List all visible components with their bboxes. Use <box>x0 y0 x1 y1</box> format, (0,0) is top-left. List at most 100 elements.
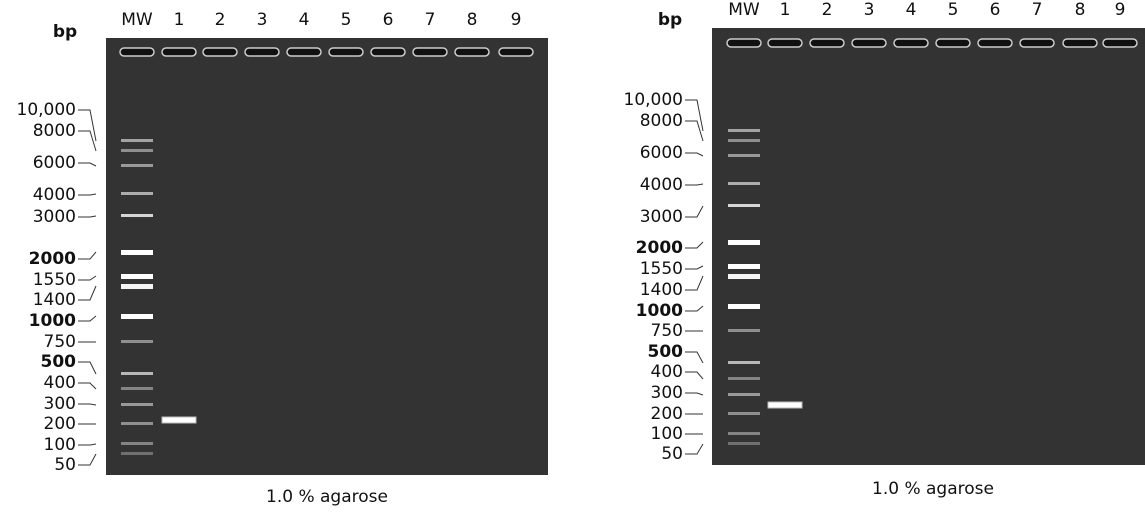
marker-band <box>121 387 153 390</box>
marker-label: 1550 <box>33 270 76 290</box>
leader-line <box>78 362 96 374</box>
well <box>245 48 279 56</box>
marker-label: 50 <box>54 455 76 475</box>
well <box>287 48 321 56</box>
lane-label: 8 <box>467 10 478 30</box>
leader-line <box>685 242 703 248</box>
leader-line <box>685 444 703 454</box>
lane-label: 7 <box>1032 0 1043 20</box>
lane-label: MW <box>728 0 760 20</box>
marker-band <box>121 403 153 406</box>
caption: 1.0 % agarose <box>266 487 388 507</box>
marker-band <box>121 192 153 195</box>
lane-label: 1 <box>780 0 791 20</box>
leader-line <box>78 216 96 217</box>
well <box>162 48 196 56</box>
marker-band <box>121 149 153 152</box>
leader-line <box>78 454 96 465</box>
leader-line <box>78 383 96 389</box>
leader-line <box>685 372 703 379</box>
marker-band <box>121 284 153 289</box>
marker-band <box>728 204 760 207</box>
sample-band <box>768 402 802 408</box>
leader-line <box>685 352 703 363</box>
marker-band <box>121 442 153 445</box>
leader-line <box>685 153 703 156</box>
lane-label: 9 <box>511 10 522 30</box>
marker-band <box>728 393 760 396</box>
marker-label: 3000 <box>33 207 76 227</box>
gel <box>106 38 548 475</box>
lane-label: 9 <box>1115 0 1126 20</box>
marker-band <box>728 377 760 380</box>
leader-line <box>78 194 96 195</box>
gel <box>712 28 1145 465</box>
leader-line <box>685 393 703 395</box>
marker-label: 200 <box>44 414 76 434</box>
marker-label: 6000 <box>33 153 76 173</box>
well <box>1063 39 1097 47</box>
lane-label: 4 <box>299 10 310 30</box>
lane-label: 5 <box>341 10 352 30</box>
marker-label: 1550 <box>640 259 683 279</box>
marker-label: 500 <box>41 352 77 372</box>
marker-label: 100 <box>44 435 76 455</box>
unit-label: bp <box>53 22 77 42</box>
leader-line <box>685 100 703 131</box>
well <box>120 48 154 56</box>
marker-label: 300 <box>44 394 76 414</box>
well <box>329 48 363 56</box>
marker-label: 1400 <box>33 290 76 310</box>
well <box>727 39 761 47</box>
marker-label: 8000 <box>640 111 683 131</box>
lane-label: 5 <box>948 0 959 20</box>
leader-line <box>78 252 96 259</box>
well <box>203 48 237 56</box>
marker-band <box>121 250 153 255</box>
well <box>1103 39 1137 47</box>
marker-band <box>121 214 153 217</box>
caption: 1.0 % agarose <box>872 479 994 499</box>
well <box>810 39 844 47</box>
marker-band <box>728 182 760 185</box>
lane-label: 2 <box>822 0 833 20</box>
leader-line <box>685 184 703 185</box>
marker-band <box>728 154 760 157</box>
lane-label: 8 <box>1075 0 1086 20</box>
unit-label: bp <box>658 10 682 30</box>
lane-label: 4 <box>906 0 917 20</box>
leader-line <box>685 306 703 311</box>
marker-band <box>121 340 153 343</box>
marker-label: 400 <box>651 362 683 382</box>
marker-band <box>728 274 760 279</box>
marker-band <box>121 274 153 279</box>
lane-label: 7 <box>425 10 436 30</box>
marker-label: 4000 <box>640 175 683 195</box>
lane-label: 3 <box>864 0 875 20</box>
leader-line <box>78 444 96 445</box>
leader-line <box>78 110 96 141</box>
marker-band <box>121 422 153 425</box>
lane-label: 2 <box>215 10 226 30</box>
marker-label: 10,000 <box>17 100 76 120</box>
well <box>936 39 970 47</box>
marker-band <box>728 304 760 309</box>
well <box>371 48 405 56</box>
marker-label: 1000 <box>29 311 76 331</box>
leader-line <box>78 131 96 151</box>
leader-line <box>685 266 703 269</box>
marker-band <box>728 240 760 245</box>
well <box>768 39 802 47</box>
marker-label: 8000 <box>33 121 76 141</box>
well <box>455 48 489 56</box>
leader-line <box>78 276 96 280</box>
marker-band <box>728 139 760 142</box>
leader-line <box>685 121 703 141</box>
leader-line <box>685 206 703 217</box>
well <box>852 39 886 47</box>
marker-label: 1000 <box>636 301 683 321</box>
marker-band <box>728 264 760 269</box>
marker-band <box>121 314 153 319</box>
leader-line <box>78 316 96 321</box>
lane-label: 1 <box>174 10 185 30</box>
